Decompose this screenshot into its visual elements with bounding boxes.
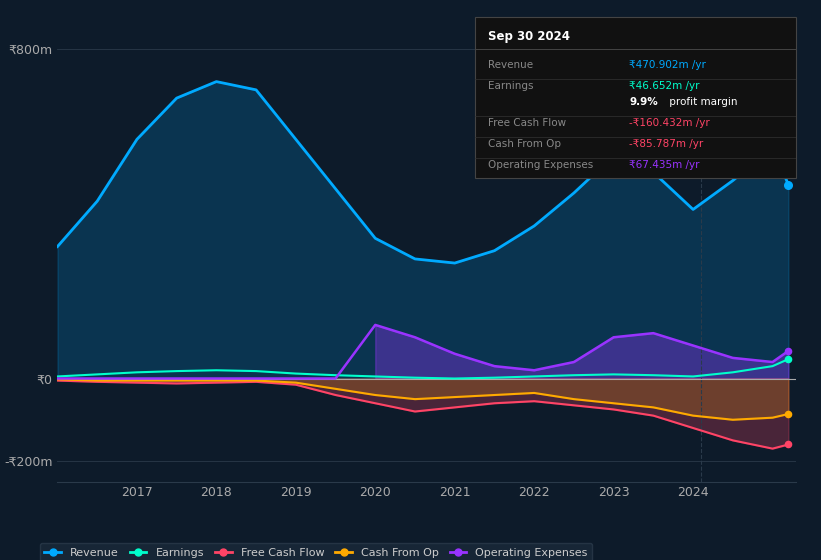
Legend: Revenue, Earnings, Free Cash Flow, Cash From Op, Operating Expenses: Revenue, Earnings, Free Cash Flow, Cash …: [40, 543, 592, 560]
Point: [782, 347, 795, 356]
Point: [782, 354, 795, 363]
Point: [782, 180, 795, 189]
Point: [782, 409, 795, 418]
Point: [782, 440, 795, 449]
